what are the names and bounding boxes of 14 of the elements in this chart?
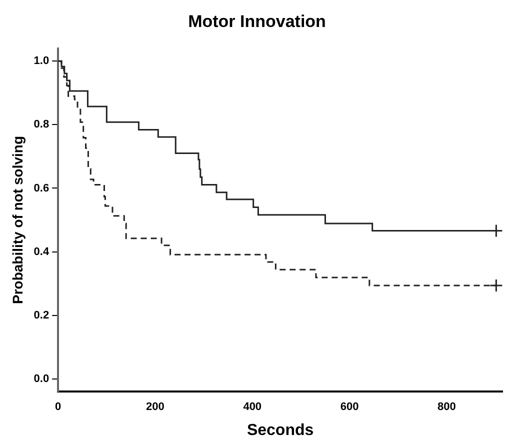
x-tick-label: 0 (55, 401, 62, 414)
y-axis-title: Probability of not solving (9, 136, 26, 304)
y-tick-label: 0.6 (34, 182, 50, 194)
x-tick-label: 600 (340, 401, 359, 414)
x-tick-label: 800 (437, 401, 456, 414)
y-tick-label: 0.4 (34, 246, 50, 258)
y-tick-label: 0.8 (34, 118, 50, 131)
chart-title: Motor Innovation (188, 12, 326, 31)
y-tick-label: 0.2 (34, 309, 50, 322)
x-tick-label: 400 (243, 401, 262, 414)
y-tick-label: 1.0 (34, 55, 50, 68)
x-axis-title: Seconds (246, 422, 314, 439)
y-tick-label: 0.0 (34, 372, 50, 385)
x-tick-label: 200 (146, 401, 164, 414)
